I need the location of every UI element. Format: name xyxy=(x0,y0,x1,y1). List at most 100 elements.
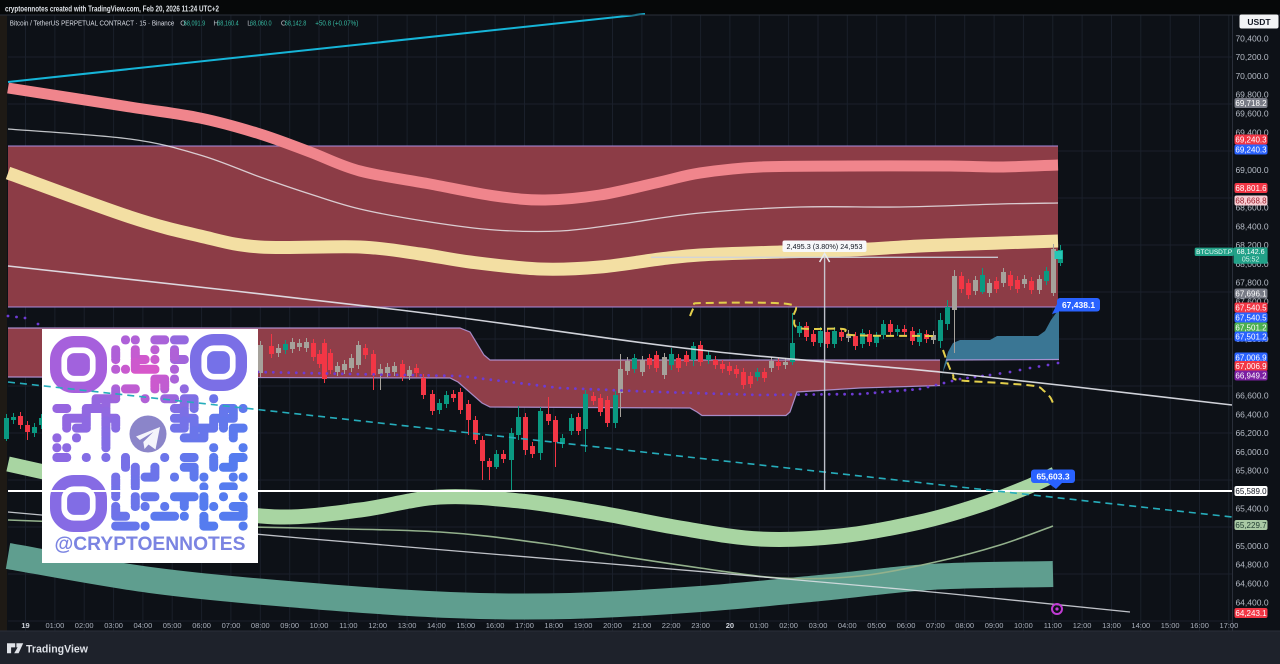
svg-text:H: H xyxy=(213,19,218,28)
svg-text:67,600.0: 67,600.0 xyxy=(1235,297,1268,307)
svg-text:69,000.0: 69,000.0 xyxy=(1235,165,1268,175)
svg-text:69,400.0: 69,400.0 xyxy=(1235,127,1268,137)
svg-text:19: 19 xyxy=(21,621,29,630)
svg-text:10:00: 10:00 xyxy=(310,621,329,630)
svg-text:67,501.2: 67,501.2 xyxy=(1235,332,1267,341)
svg-text:64,400.0: 64,400.0 xyxy=(1235,597,1268,607)
svg-text:65,800.0: 65,800.0 xyxy=(1235,466,1268,476)
svg-text:66,600.0: 66,600.0 xyxy=(1235,391,1268,401)
svg-text:64,600.0: 64,600.0 xyxy=(1235,579,1268,589)
svg-text:65,229.7: 65,229.7 xyxy=(1235,521,1267,530)
svg-text:02:00: 02:00 xyxy=(779,621,798,630)
svg-text:08:00: 08:00 xyxy=(251,621,270,630)
svg-text:23:00: 23:00 xyxy=(691,621,710,630)
svg-text:20:00: 20:00 xyxy=(603,621,622,630)
svg-text:BTCUSDT.P: BTCUSDT.P xyxy=(1196,249,1232,256)
svg-text:67,696.1: 67,696.1 xyxy=(1235,289,1267,298)
svg-text:L: L xyxy=(247,19,251,28)
svg-text:68,091.9: 68,091.9 xyxy=(184,19,205,28)
svg-text:67,540.5: 67,540.5 xyxy=(1235,313,1267,322)
svg-text:17:00: 17:00 xyxy=(1220,621,1239,630)
svg-text:22:00: 22:00 xyxy=(662,621,681,630)
svg-text:68,000.0: 68,000.0 xyxy=(1235,259,1268,269)
svg-text:03:00: 03:00 xyxy=(809,621,828,630)
svg-text:66,200.0: 66,200.0 xyxy=(1235,428,1268,438)
svg-text:65,603.3: 65,603.3 xyxy=(1036,471,1069,481)
svg-text:67,540.5: 67,540.5 xyxy=(1235,303,1267,312)
svg-text:13:00: 13:00 xyxy=(1102,621,1121,630)
svg-text:68,160.4: 68,160.4 xyxy=(217,19,239,28)
svg-text:19:00: 19:00 xyxy=(574,621,593,630)
svg-text:66,949.2: 66,949.2 xyxy=(1235,371,1267,380)
svg-text:67,006.9: 67,006.9 xyxy=(1235,353,1267,362)
svg-text:+50.8 (+0.07%): +50.8 (+0.07%) xyxy=(315,19,358,28)
svg-text:68,668.8: 68,668.8 xyxy=(1235,196,1267,205)
svg-text:05:52: 05:52 xyxy=(1242,257,1260,264)
svg-text:09:00: 09:00 xyxy=(280,621,299,630)
svg-text:65,400.0: 65,400.0 xyxy=(1235,503,1268,513)
svg-text:05:00: 05:00 xyxy=(867,621,886,630)
svg-text:69,240.3: 69,240.3 xyxy=(1235,145,1267,154)
svg-text:70,200.0: 70,200.0 xyxy=(1235,52,1268,62)
svg-text:01:00: 01:00 xyxy=(750,621,769,630)
svg-text:70,000.0: 70,000.0 xyxy=(1235,71,1268,81)
svg-text:11:00: 11:00 xyxy=(339,621,357,630)
svg-text:16:00: 16:00 xyxy=(486,621,505,630)
svg-text:68,400.0: 68,400.0 xyxy=(1235,221,1268,231)
svg-text:@CRYPTOENNOTES: @CRYPTOENNOTES xyxy=(55,533,246,555)
svg-text:68,600.0: 68,600.0 xyxy=(1235,203,1268,213)
svg-text:18:00: 18:00 xyxy=(544,621,563,630)
svg-text:13:00: 13:00 xyxy=(398,621,417,630)
svg-text:07:00: 07:00 xyxy=(222,621,241,630)
svg-text:66,000.0: 66,000.0 xyxy=(1235,447,1268,457)
svg-text:16:00: 16:00 xyxy=(1190,621,1209,630)
svg-text:USDT: USDT xyxy=(1247,17,1271,27)
svg-text:O: O xyxy=(180,19,186,28)
svg-text:68,200.0: 68,200.0 xyxy=(1235,240,1268,250)
svg-text:10:00: 10:00 xyxy=(1014,621,1033,630)
svg-text:TradingView: TradingView xyxy=(26,644,88,656)
svg-text:69,800.0: 69,800.0 xyxy=(1235,90,1268,100)
svg-text:70,400.0: 70,400.0 xyxy=(1235,33,1268,43)
svg-text:07:00: 07:00 xyxy=(926,621,945,630)
svg-text:68,060.0: 68,060.0 xyxy=(250,19,272,28)
svg-text:09:00: 09:00 xyxy=(985,621,1004,630)
svg-text:17:00: 17:00 xyxy=(515,621,534,630)
svg-text:06:00: 06:00 xyxy=(897,621,916,630)
svg-text:11:00: 11:00 xyxy=(1044,621,1062,630)
svg-text:01:00: 01:00 xyxy=(46,621,65,630)
svg-text:68,142.8: 68,142.8 xyxy=(285,19,307,28)
svg-text:08:00: 08:00 xyxy=(955,621,974,630)
svg-text:67,006.9: 67,006.9 xyxy=(1235,362,1267,371)
svg-text:2,495.3 (3.80%) 24,953: 2,495.3 (3.80%) 24,953 xyxy=(787,242,863,251)
svg-text:12:00: 12:00 xyxy=(1073,621,1092,630)
svg-text:21:00: 21:00 xyxy=(633,621,652,630)
svg-text:06:00: 06:00 xyxy=(192,621,211,630)
svg-text:69,718.2: 69,718.2 xyxy=(1235,99,1267,108)
svg-text:67,800.0: 67,800.0 xyxy=(1235,278,1268,288)
svg-text:02:00: 02:00 xyxy=(75,621,94,630)
svg-text:04:00: 04:00 xyxy=(134,621,153,630)
svg-text:03:00: 03:00 xyxy=(104,621,123,630)
svg-text:68,142.6: 68,142.6 xyxy=(1237,247,1265,256)
svg-text:14:00: 14:00 xyxy=(427,621,446,630)
svg-text:69,600.0: 69,600.0 xyxy=(1235,109,1268,119)
svg-text:04:00: 04:00 xyxy=(838,621,857,630)
svg-text:67,501.2: 67,501.2 xyxy=(1235,323,1267,332)
svg-text:66,400.0: 66,400.0 xyxy=(1235,409,1268,419)
svg-text:Bitcoin / TetherUS PERPETUAL C: Bitcoin / TetherUS PERPETUAL CONTRACT · … xyxy=(10,19,175,28)
svg-text:20: 20 xyxy=(726,621,734,630)
svg-text:C: C xyxy=(281,19,286,28)
svg-text:12:00: 12:00 xyxy=(368,621,387,630)
svg-text:67,438.1: 67,438.1 xyxy=(1062,300,1095,310)
svg-text:05:00: 05:00 xyxy=(163,621,182,630)
svg-text:15:00: 15:00 xyxy=(456,621,475,630)
svg-text:68,801.6: 68,801.6 xyxy=(1235,184,1267,193)
svg-text:65,000.0: 65,000.0 xyxy=(1235,541,1268,551)
svg-text:64,800.0: 64,800.0 xyxy=(1235,560,1268,570)
svg-text:14:00: 14:00 xyxy=(1131,621,1150,630)
svg-text:65,589.0: 65,589.0 xyxy=(1235,487,1267,496)
svg-text:15:00: 15:00 xyxy=(1161,621,1180,630)
svg-text:64,243.1: 64,243.1 xyxy=(1235,609,1267,618)
svg-text:cryptoennotes created with Tra: cryptoennotes created with TradingView.c… xyxy=(5,4,220,13)
